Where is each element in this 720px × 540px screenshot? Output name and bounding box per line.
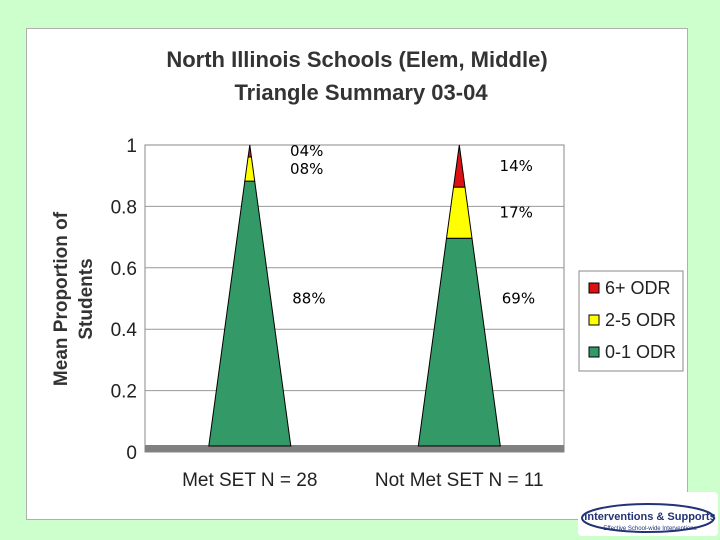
y-tick-label: 1	[126, 136, 137, 157]
chart-panel: North Illinois Schools (Elem, Middle) Tr…	[26, 28, 688, 520]
legend-swatch	[588, 282, 600, 294]
chart-title: North Illinois Schools (Elem, Middle)	[166, 47, 547, 72]
triangle-1: 04%08% 88%	[208, 142, 326, 447]
y-tick-label: 0.6	[111, 259, 137, 280]
data-label: 14%	[500, 157, 533, 175]
logo-line1: Interventions & Supports	[584, 511, 715, 523]
legend-item-label: 6+ ODR	[605, 278, 671, 298]
segment-6-odr	[452, 144, 466, 188]
x-category-label: Not Met SET N = 11	[375, 470, 544, 491]
y-tick-label: 0	[126, 443, 137, 464]
logo-graphic: Interventions & Supports Effective Schoo…	[581, 503, 716, 533]
y-tick-label: 0.4	[111, 320, 138, 341]
legend-swatch	[588, 314, 600, 326]
legend: 6+ ODR 2-5 ODR 0-1 ODR	[578, 270, 684, 372]
data-label: 08%	[290, 160, 323, 178]
legend-swatch	[588, 346, 600, 358]
y-axis-label-line1: Mean Proportion of	[51, 211, 72, 386]
logo: Interventions & Supports Effective Schoo…	[578, 492, 718, 536]
data-label: 88%	[292, 290, 325, 308]
legend-item-label: 2-5 ODR	[605, 310, 676, 330]
data-label: 04%	[290, 142, 323, 160]
y-tick-label: 0.8	[111, 197, 137, 218]
segment-6-odr	[247, 144, 252, 158]
triangle-chart: North Illinois Schools (Elem, Middle) Tr…	[51, 47, 684, 491]
logo-line2: Effective School-wide Interventions	[603, 526, 696, 532]
plot-floor	[145, 445, 564, 452]
data-label: 17%	[500, 204, 533, 222]
plot-area: 0 0.2 0.4 0.6 0.8 1 04%08% 88% Met SET N = 28 14%…	[111, 136, 565, 491]
chart-subtitle: Triangle Summary 03-04	[234, 80, 488, 105]
x-category-label: Met SET N = 28	[182, 470, 317, 491]
legend-item-label: 0-1 ODR	[605, 342, 676, 362]
y-axis-label-line2: Students	[76, 258, 97, 339]
data-label: 69%	[502, 290, 535, 308]
triangle-2: 14% 17% 69%	[417, 144, 535, 447]
y-tick-label: 0.2	[111, 382, 137, 403]
